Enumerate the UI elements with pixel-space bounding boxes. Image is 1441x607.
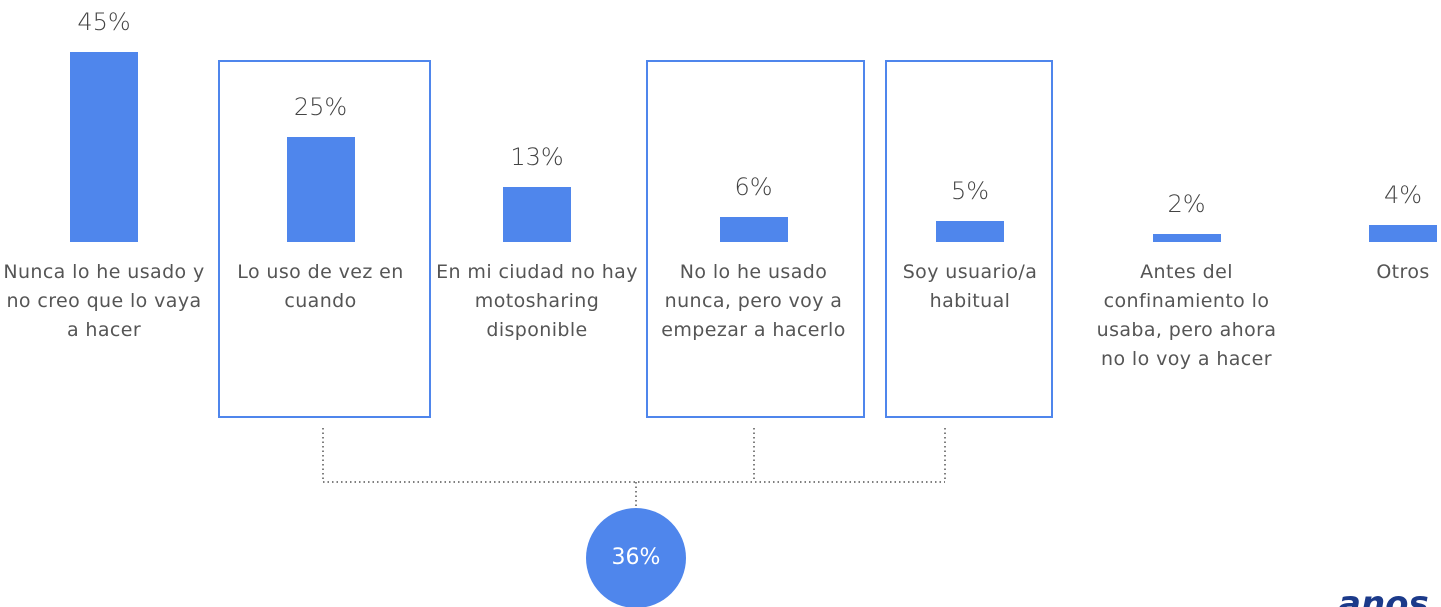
category-label: En mi ciudad no hay motosharing disponib…: [436, 261, 638, 341]
value-label: 6%: [734, 172, 773, 201]
value-label: 25%: [293, 92, 348, 121]
logo: anos: [1338, 584, 1429, 607]
bar: [286, 136, 355, 242]
total-label: 36%: [611, 545, 661, 570]
category-label: Soy usuario/a habitual: [902, 261, 1038, 312]
total-circle: [586, 508, 686, 607]
highlight-box: [218, 60, 431, 418]
bar: [70, 52, 138, 242]
bar: [1152, 233, 1221, 242]
category-label: Antes del confinamiento lo usaba, pero a…: [1096, 261, 1277, 370]
category-label: Nunca lo he usado y no creo que lo vaya …: [3, 261, 205, 341]
highlight-box: [646, 60, 865, 418]
highlight-box: [885, 60, 1053, 418]
value-label: 5%: [950, 176, 990, 205]
category-label: No lo he usado nunca, pero voy a empezar…: [661, 261, 846, 341]
value-label: 45%: [77, 8, 131, 37]
category-label: Otros: [1376, 261, 1430, 283]
value-label: 13%: [510, 143, 564, 172]
bar: [719, 216, 788, 242]
value-label: 4%: [1383, 181, 1423, 210]
category-label: Lo uso de vez en cuando: [237, 261, 404, 312]
bar: [936, 220, 1004, 242]
bar: [503, 187, 571, 242]
value-label: 2%: [1167, 189, 1206, 218]
bar: [1369, 225, 1437, 242]
